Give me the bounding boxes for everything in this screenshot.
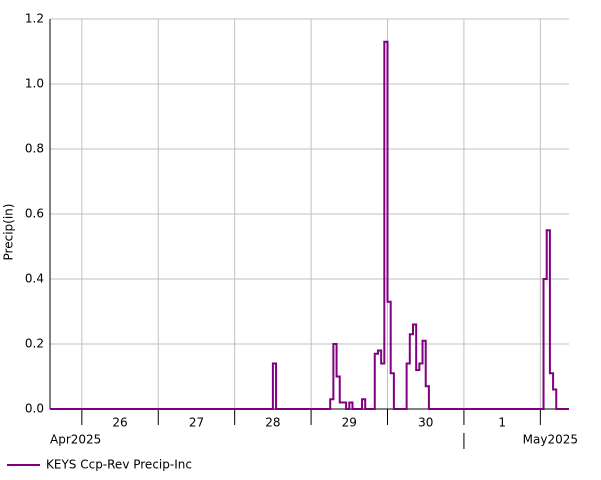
legend-label: KEYS Ccp-Rev Precip-Inc [46,458,192,472]
y-axis-label: Precip(in) [2,204,16,261]
y-tick-label: 0.0 [25,402,44,416]
x-tick-label: 29 [342,416,357,430]
x-tick-label: 30 [418,416,433,430]
y-tick-label: 1.0 [25,77,44,91]
x-tick-label: 27 [189,416,204,430]
y-tick-label: 0.4 [25,272,44,286]
y-tick-label: 0.2 [25,337,44,351]
y-tick-label: 1.2 [25,12,44,26]
x-tick-label: 1 [498,416,506,430]
month-label: Apr2025 [50,433,101,447]
x-tick-label: 28 [265,416,280,430]
y-tick-label: 0.8 [25,142,44,156]
month-label: May2025 [523,433,578,447]
y-tick-label: 0.6 [25,207,44,221]
x-tick-label: 26 [112,416,127,430]
data-line [50,40,569,410]
